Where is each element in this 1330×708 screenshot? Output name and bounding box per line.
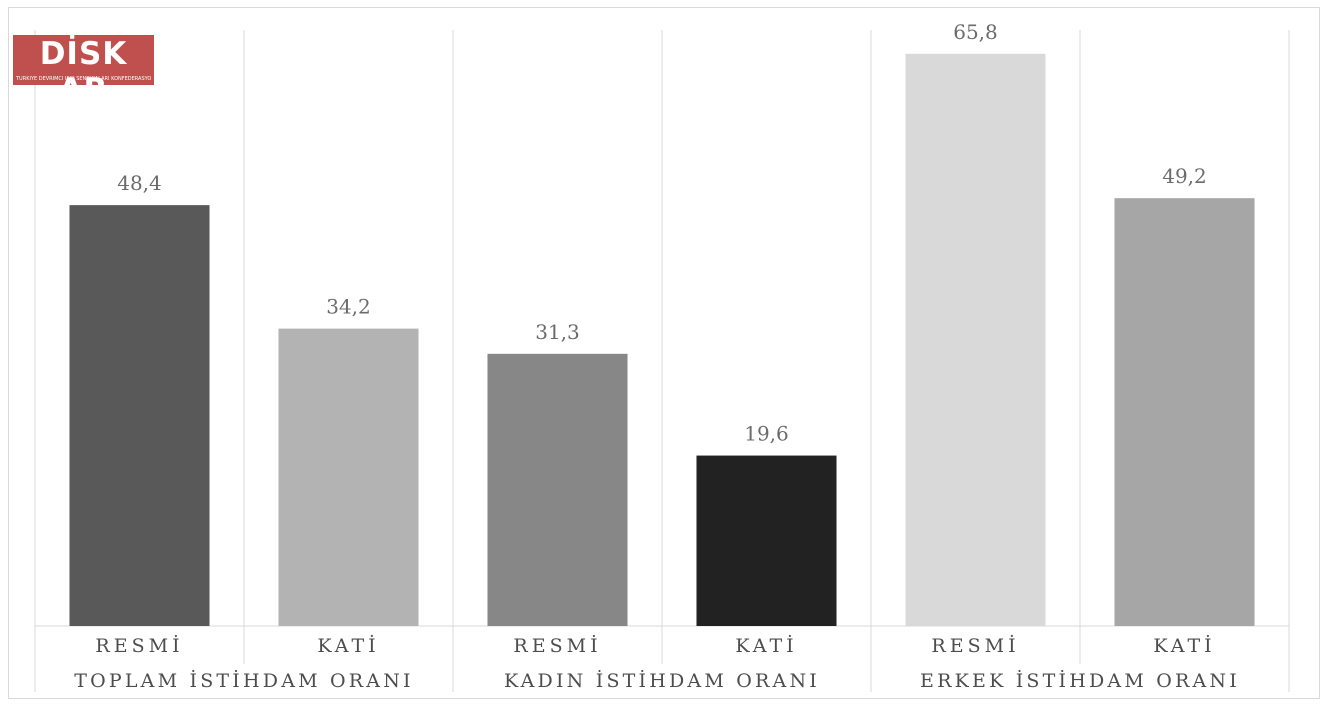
group-label: KADIN İSTİHDAM ORANI <box>504 669 820 692</box>
group-label: TOPLAM İSTİHDAM ORANI <box>74 669 414 692</box>
diskar-logo: DİSK AR TÜRKİYE DEVRİMCİ İŞÇİ SENDİKALAR… <box>13 35 154 108</box>
data-label: 34,2 <box>326 295 371 319</box>
data-label: 49,2 <box>1162 164 1207 188</box>
chart-frame <box>8 7 1320 699</box>
category-tick-label: KATİ <box>1153 634 1215 657</box>
data-label: 48,4 <box>117 171 162 195</box>
data-label: 65,8 <box>953 20 998 44</box>
label-layer: 48,4 RESMİ 34,2 KATİ TOPLAM İSTİHDAM ORANI 31… <box>74 20 1240 692</box>
group-label: ERKEK İSTİHDAM ORANI <box>920 669 1240 692</box>
bar-erkek-kati̇ <box>1114 198 1255 626</box>
grid-layer <box>34 30 1290 692</box>
data-label: 31,3 <box>535 320 580 344</box>
bar-kadin-kati̇ <box>696 455 837 626</box>
category-tick-label: RESMİ <box>95 634 183 657</box>
logo-wordmark: DİSK AR <box>39 36 128 108</box>
bar-toplam-resmi̇ <box>69 205 210 626</box>
bar-kadin-resmi̇ <box>487 353 628 626</box>
bar-layer <box>69 53 1255 626</box>
bar-erkek-resmi̇ <box>905 53 1046 626</box>
category-tick-label: KATİ <box>735 634 797 657</box>
category-tick-label: RESMİ <box>931 634 1019 657</box>
logo-subtitle: TÜRKİYE DEVRİMCİ İŞÇİ SENDİKALARI KONFED… <box>16 76 151 82</box>
category-tick-label: RESMİ <box>513 634 601 657</box>
bar-toplam-kati̇ <box>278 328 419 626</box>
data-label: 19,6 <box>744 422 789 446</box>
category-tick-label: KATİ <box>317 634 379 657</box>
